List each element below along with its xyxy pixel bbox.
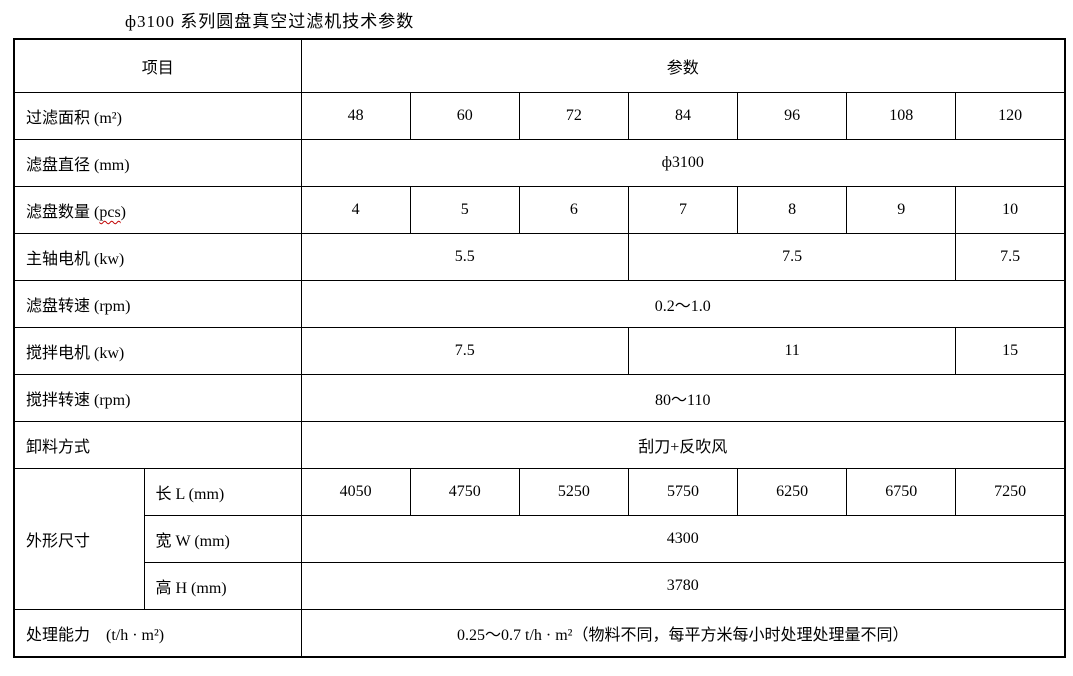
row-label: 搅拌电机 (kw) bbox=[13, 327, 302, 375]
row-main-shaft-motor: 主轴电机 (kw) 5.5 7.5 7.5 bbox=[13, 233, 1066, 281]
row-label: 滤盘直径 (mm) bbox=[13, 139, 302, 187]
spec-table: 项目 参数 过滤面积 (m²) 48 60 72 84 96 108 120 滤盘直径 (mm) ф3… bbox=[13, 38, 1066, 658]
cell-value: 15 bbox=[955, 327, 1066, 375]
cell-value: 刮刀+反吹风 bbox=[300, 421, 1066, 469]
cell-value: ф3100 bbox=[300, 139, 1066, 187]
row-label: 长 L (mm) bbox=[143, 468, 302, 516]
cell-value: 80～110 bbox=[300, 374, 1066, 422]
cell-value: 7.5 bbox=[627, 233, 957, 281]
cell-value: 48 bbox=[300, 92, 411, 140]
cell-value: 4 bbox=[300, 186, 411, 234]
cell-value: 72 bbox=[518, 92, 629, 140]
cell-value: 5250 bbox=[518, 468, 629, 516]
cell-value: 7 bbox=[627, 186, 739, 234]
cell-value: 120 bbox=[955, 92, 1066, 140]
cell-value: 4300 bbox=[300, 515, 1066, 563]
cell-value: 4050 bbox=[300, 468, 411, 516]
cell-value: 6250 bbox=[737, 468, 848, 516]
column-header: 参数 bbox=[300, 38, 1066, 93]
row-disc-speed: 滤盘转速 (rpm) 0.2～1.0 bbox=[13, 280, 1066, 328]
row-label: 卸料方式 bbox=[13, 421, 302, 469]
row-disc-diameter: 滤盘直径 (mm) ф3100 bbox=[13, 139, 1066, 187]
row-discharge-mode: 卸料方式 刮刀+反吹风 bbox=[13, 421, 1066, 469]
cell-value: 4750 bbox=[409, 468, 520, 516]
cell-value: 84 bbox=[627, 92, 739, 140]
cell-value: 10 bbox=[955, 186, 1066, 234]
cell-value: 9 bbox=[846, 186, 957, 234]
cell-value: 60 bbox=[409, 92, 520, 140]
label-text: ) bbox=[120, 204, 126, 221]
spec-table-body: 项目 参数 过滤面积 (m²) 48 60 72 84 96 108 120 滤盘直径 (mm) ф3… bbox=[13, 38, 1066, 658]
row-dimensions-length: 外形尺寸长 L (mm) 4050 4750 5250 5750 6250 6750 7250 bbox=[13, 468, 1066, 610]
row-label: 宽 W (mm) bbox=[143, 515, 302, 563]
cell-value: 0.2～1.0 bbox=[300, 280, 1066, 328]
row-label: 外形尺寸 bbox=[13, 468, 145, 610]
page-title: ф3100 系列圆盘真空过滤机技术参数 bbox=[125, 12, 415, 31]
cell-value: 11 bbox=[627, 327, 957, 375]
cell-value: 7.5 bbox=[955, 233, 1066, 281]
row-label: 滤盘转速 (rpm) bbox=[13, 280, 302, 328]
row-capacity: 处理能力 (t/h · m²) 0.25～0.7 t/h · m²（物料不同，每平… bbox=[13, 609, 1066, 658]
cell-value: 0.25～0.7 t/h · m²（物料不同，每平方米每小时处理处理量不同） bbox=[300, 609, 1066, 658]
row-label: 主轴电机 (kw) bbox=[13, 233, 302, 281]
cell-value: 6 bbox=[518, 186, 629, 234]
row-disc-count: 滤盘数量 (pcs) 4 5 6 7 8 9 10 bbox=[13, 186, 1066, 234]
row-label: 滤盘数量 (pcs) bbox=[13, 186, 302, 234]
cell-value: 108 bbox=[846, 92, 957, 140]
row-label: 搅拌转速 (rpm) bbox=[13, 374, 302, 422]
cell-value: 5750 bbox=[627, 468, 739, 516]
cell-value: 3780 bbox=[300, 562, 1066, 610]
row-label: 高 H (mm) bbox=[143, 562, 302, 610]
spellchecked-text: pcs bbox=[99, 204, 121, 221]
cell-value: 5 bbox=[409, 186, 520, 234]
row-dimensions-width: 宽 W (mm) 4300 bbox=[14, 515, 1066, 563]
row-filter-area: 过滤面积 (m²) 48 60 72 84 96 108 120 bbox=[13, 92, 1066, 140]
row-agitator-speed: 搅拌转速 (rpm) 80～110 bbox=[13, 374, 1066, 422]
row-label: 过滤面积 (m²) bbox=[13, 92, 302, 140]
cell-value: 96 bbox=[737, 92, 848, 140]
column-header: 项目 bbox=[13, 38, 302, 93]
cell-value: 8 bbox=[737, 186, 848, 234]
cell-value: 7.5 bbox=[300, 327, 629, 375]
row-agitator-motor: 搅拌电机 (kw) 7.5 11 15 bbox=[13, 327, 1066, 375]
cell-value: 6750 bbox=[846, 468, 957, 516]
cell-value: 5.5 bbox=[300, 233, 629, 281]
label-text: 滤盘数量 ( bbox=[26, 204, 100, 221]
header-row: 项目 参数 bbox=[13, 38, 1066, 93]
row-dimensions-height: 高 H (mm) 3780 bbox=[14, 562, 1066, 610]
row-label: 处理能力 (t/h · m²) bbox=[13, 609, 302, 658]
cell-value: 7250 bbox=[955, 468, 1066, 516]
